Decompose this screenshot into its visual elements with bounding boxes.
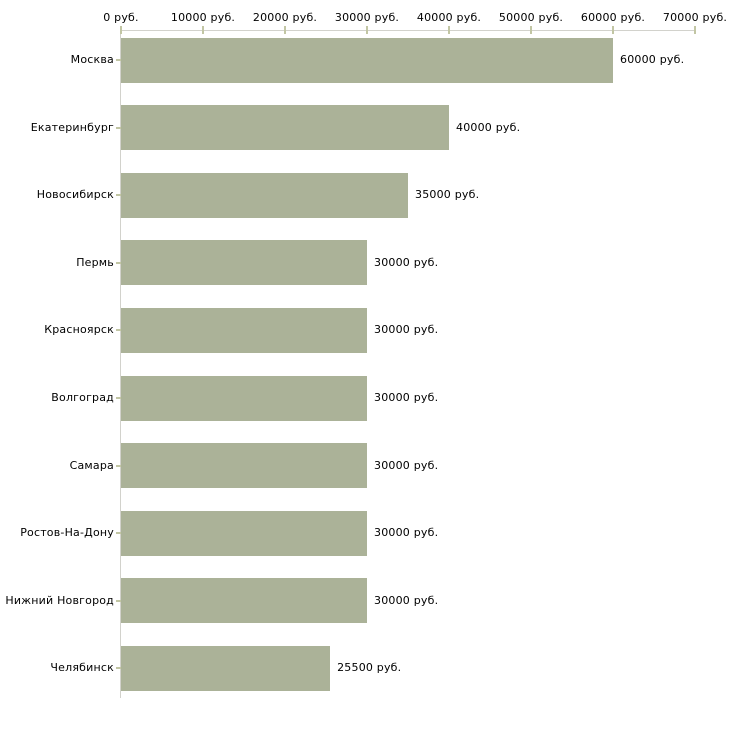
bar: [121, 443, 367, 489]
x-tick-mark: [448, 26, 450, 34]
bar: [121, 645, 331, 691]
x-tick-mark: [612, 26, 614, 34]
x-tick-label: 20000 руб.: [252, 11, 318, 24]
category-label: Красноярск: [44, 323, 114, 337]
category-label: Волгоград: [51, 391, 114, 404]
value-label: 30000 руб.: [374, 391, 439, 404]
bar: [121, 37, 613, 83]
x-tick-mark: [120, 26, 122, 34]
x-tick-mark: [530, 26, 532, 34]
category-label: Екатеринбург: [30, 120, 114, 134]
x-tick-label: 30000 руб.: [334, 11, 400, 24]
x-tick-mark: [202, 26, 204, 34]
x-tick-label: 50000 руб.: [498, 11, 564, 24]
value-label: 60000 руб.: [620, 53, 685, 66]
category-label: Ростов-На-Дону: [20, 526, 114, 540]
bar: [121, 307, 367, 353]
x-tick-mark: [694, 26, 696, 34]
category-label: Самара: [69, 458, 114, 472]
value-label: 40000 руб.: [456, 120, 521, 134]
category-label: Челябинск: [50, 661, 114, 675]
bar: [121, 578, 367, 624]
x-tick-mark: [366, 26, 368, 34]
value-label: 25500 руб.: [337, 661, 402, 675]
y-axis-line: [120, 30, 121, 698]
category-label: Нижний Новгород: [5, 593, 114, 607]
y-tick-mark: [116, 329, 121, 332]
y-tick-mark: [116, 599, 121, 602]
x-tick-label: 40000 руб.: [416, 11, 482, 24]
y-tick-mark: [116, 59, 121, 61]
y-tick-mark: [116, 261, 121, 264]
value-label: 30000 руб.: [374, 323, 439, 337]
bar: [121, 510, 367, 556]
x-tick-label: 60000 руб.: [580, 11, 646, 24]
bar: [121, 375, 367, 421]
y-tick-mark: [116, 667, 121, 670]
x-tick-label: 10000 руб.: [170, 11, 236, 24]
bar: [121, 172, 408, 218]
value-label: 30000 руб.: [374, 458, 439, 472]
y-tick-mark: [116, 194, 121, 197]
category-label: Пермь: [76, 255, 114, 269]
value-label: 30000 руб.: [374, 526, 439, 540]
y-tick-mark: [116, 126, 121, 129]
x-axis-line: [121, 30, 695, 31]
value-label: 30000 руб.: [374, 255, 439, 269]
x-tick-mark: [284, 26, 286, 34]
bar: [121, 105, 449, 151]
category-label: Москва: [70, 53, 114, 66]
y-tick-mark: [116, 464, 121, 467]
bar: [121, 240, 367, 286]
x-tick-label: 0 руб.: [103, 11, 139, 24]
value-label: 30000 руб.: [374, 593, 439, 607]
y-tick-mark: [116, 532, 121, 535]
category-label: Новосибирск: [36, 188, 114, 202]
value-label: 35000 руб.: [415, 188, 480, 202]
x-tick-label: 70000 руб.: [662, 11, 728, 24]
y-tick-mark: [116, 397, 121, 399]
